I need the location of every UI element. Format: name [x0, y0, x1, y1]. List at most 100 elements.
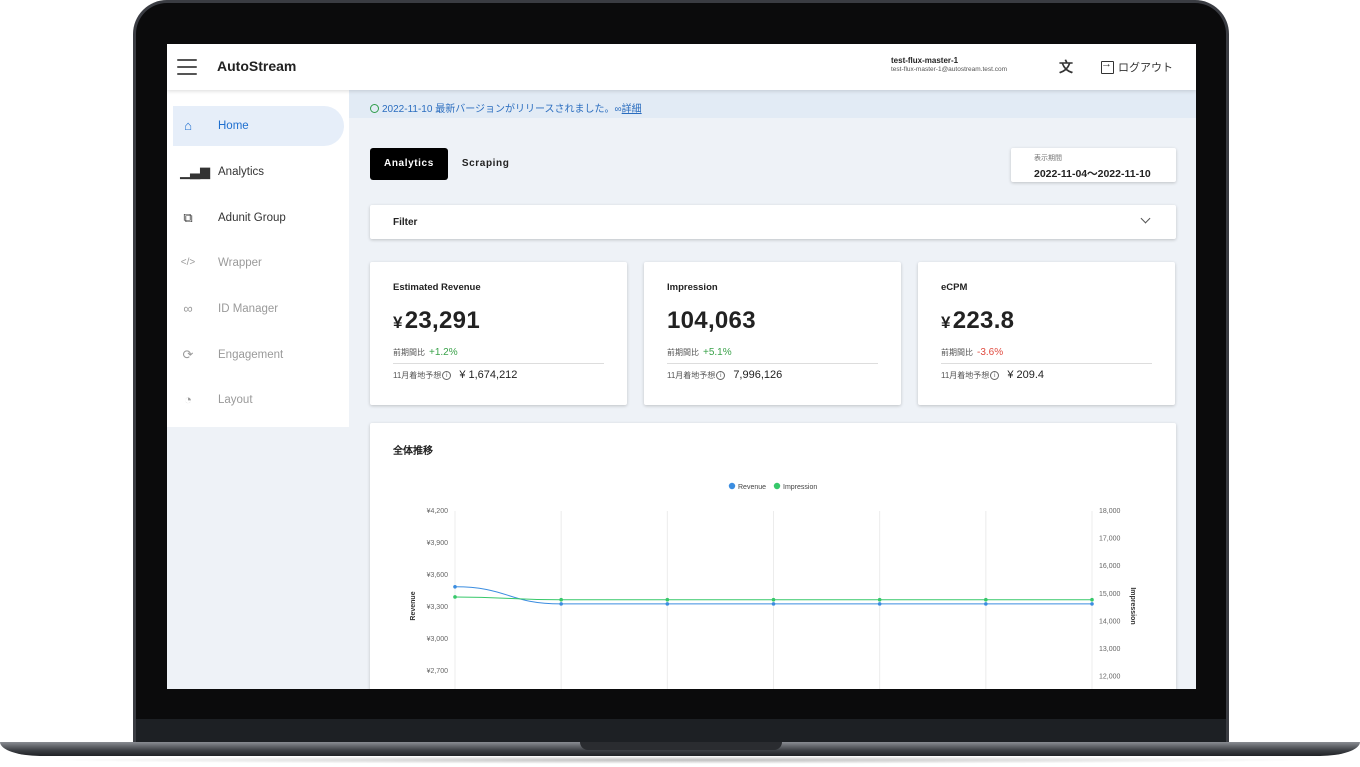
sidebar-item-label: Engagement: [218, 349, 284, 361]
card-value: ¥223.8: [941, 307, 1015, 334]
sidebar-item-label: Layout: [218, 394, 253, 406]
legend-label: Impression: [783, 484, 817, 491]
impression-card: Impression 104,063 前期間比 +5.1% 11月着地予想 i 7,9…: [644, 262, 901, 405]
data-point: [877, 597, 882, 602]
logout-icon: [1101, 58, 1114, 74]
data-point: [771, 597, 776, 602]
filter-panel[interactable]: Filter: [370, 205, 1176, 239]
card-comparison: 前期間比 +1.2%: [393, 347, 604, 364]
right-axis-tick: 13,000: [1099, 646, 1121, 653]
translate-icon[interactable]: 文: [1059, 59, 1073, 75]
palette-icon: ◔: [184, 392, 192, 407]
chevron-down-icon: [1140, 213, 1151, 224]
card-comparison: 前期間比 -3.6%: [941, 347, 1152, 364]
right-axis-tick: 14,000: [1099, 618, 1121, 625]
sidebar-item-wrapper[interactable]: </> Wrapper: [173, 243, 344, 283]
left-axis-tick: ¥3,600: [427, 572, 449, 579]
filter-label: Filter: [393, 217, 418, 228]
screen: AutoStream test-flux-master-1 test-flux-…: [167, 44, 1196, 689]
card-forecast: 11月着地予想 i 7,996,126: [667, 369, 783, 381]
app-title: AutoStream: [217, 58, 297, 74]
period-label: 表示期間: [1034, 155, 1062, 162]
data-point: [559, 597, 563, 602]
account-info: test-flux-master-1 test-flux-master-1@au…: [891, 57, 1007, 74]
right-axis-tick: 18,000: [1099, 508, 1121, 515]
period-value: 2022-11-04〜2022-11-10: [1034, 168, 1151, 180]
data-point: [877, 602, 882, 606]
card-forecast: 11月着地予想 i ¥ 209.4: [941, 369, 1045, 381]
home-icon: ⌂: [184, 118, 192, 133]
sidebar-item-label: ID Manager: [218, 303, 279, 315]
laptop-chin: [136, 719, 1226, 745]
right-axis-tick: 16,000: [1099, 563, 1121, 570]
period-selector[interactable]: 表示期間 2022-11-04〜2022-11-10: [1011, 148, 1176, 182]
sidebar-item-label: Adunit Group: [218, 212, 286, 224]
tab-bar: Analytics Scraping: [370, 148, 523, 180]
left-axis-tick: ¥4,200: [427, 508, 449, 515]
revenue-card: Estimated Revenue ¥23,291 前期間比 +1.2% 11月着…: [370, 262, 627, 405]
card-title: Impression: [667, 282, 718, 293]
info-icon[interactable]: i: [716, 370, 726, 380]
card-comparison: 前期間比 +5.1%: [667, 347, 878, 364]
right-axis-tick: 12,000: [1099, 674, 1121, 681]
right-axis-label: Impression: [1129, 587, 1136, 624]
data-point: [984, 597, 988, 602]
logout-label: ログアウト: [1118, 62, 1173, 74]
laptop-shadow: [40, 756, 1320, 764]
sidebar-item-id-manager[interactable]: ∞ ID Manager: [173, 289, 344, 329]
data-point: [665, 602, 670, 606]
card-forecast: 11月着地予想 i ¥ 1,674,212: [393, 369, 518, 381]
info-icon[interactable]: i: [990, 370, 1000, 380]
account-email: test-flux-master-1@autostream.test.com: [891, 66, 1008, 73]
account-name: test-flux-master-1: [891, 56, 959, 65]
top-bar: AutoStream test-flux-master-1 test-flux-…: [167, 44, 1196, 90]
card-value: ¥23,291: [393, 307, 480, 334]
card-title: eCPM: [941, 282, 968, 293]
trend-chart-card: 全体推移 ¥4,200 ¥3,900 ¥3,600 ¥3,300 ¥3,000 ¥2,70…: [370, 423, 1176, 689]
sync-icon: ⟳: [182, 347, 194, 362]
data-point: [453, 585, 457, 589]
data-point: [771, 602, 776, 606]
legend-label: Revenue: [738, 484, 766, 491]
bar-chart-icon: ▁▃▆: [180, 164, 210, 179]
sidebar-item-adunit-group[interactable]: ⧉ Adunit Group: [173, 198, 344, 238]
info-icon: [370, 104, 379, 113]
left-axis-tick: ¥3,900: [427, 540, 449, 547]
data-point: [984, 602, 988, 606]
adunit-group-icon: ⧉: [183, 210, 193, 225]
link-icon: ∞: [183, 301, 193, 316]
release-date: 2022-11-10: [382, 104, 433, 115]
data-point: [1090, 597, 1094, 602]
card-title: Estimated Revenue: [393, 282, 481, 293]
data-point: [453, 595, 457, 599]
chart-title: 全体推移: [393, 446, 433, 457]
left-axis-tick: ¥2,700: [427, 668, 449, 675]
sidebar-item-label: Home: [218, 120, 249, 132]
sidebar-item-analytics[interactable]: ▁▃▆ Analytics: [173, 152, 344, 192]
info-icon[interactable]: i: [442, 370, 452, 380]
left-axis-label: Revenue: [410, 591, 417, 620]
ecpm-card: eCPM ¥223.8 前期間比 -3.6% 11月着地予想 i ¥ 209.4: [918, 262, 1175, 405]
logout-button[interactable]: ログアウト: [1101, 58, 1173, 75]
right-axis-tick: 15,000: [1099, 591, 1121, 598]
sidebar: ⌂ Home ▁▃▆ Analytics ⧉ Adunit Group </> …: [167, 90, 349, 427]
sidebar-item-label: Wrapper: [218, 257, 262, 269]
data-point: [665, 597, 670, 602]
release-detail-link[interactable]: 詳細: [621, 104, 642, 115]
sidebar-item-layout[interactable]: ◔ Layout: [173, 380, 344, 420]
code-icon: </>: [180, 257, 196, 268]
trend-chart: ¥4,200 ¥3,900 ¥3,600 ¥3,300 ¥3,000 ¥2,700 18,0…: [410, 482, 1136, 689]
tab-analytics[interactable]: Analytics: [370, 148, 448, 180]
hamburger-menu-icon[interactable]: [177, 59, 197, 75]
legend-marker: [773, 482, 781, 490]
card-value: 104,063: [667, 307, 756, 334]
left-axis-tick: ¥3,300: [427, 604, 449, 611]
sidebar-item-engagement[interactable]: ⟳ Engagement: [173, 335, 344, 375]
link-icon: ∞: [614, 104, 622, 115]
laptop-notch: [580, 742, 782, 750]
sidebar-item-home[interactable]: ⌂ Home: [173, 106, 344, 146]
tab-scraping[interactable]: Scraping: [461, 158, 510, 169]
release-notice: 2022-11-10 最新バージョンがリリースされました。∞詳細: [349, 90, 1196, 118]
right-axis-tick: 17,000: [1099, 536, 1121, 543]
release-text: 最新バージョンがリリースされました。: [435, 104, 615, 115]
